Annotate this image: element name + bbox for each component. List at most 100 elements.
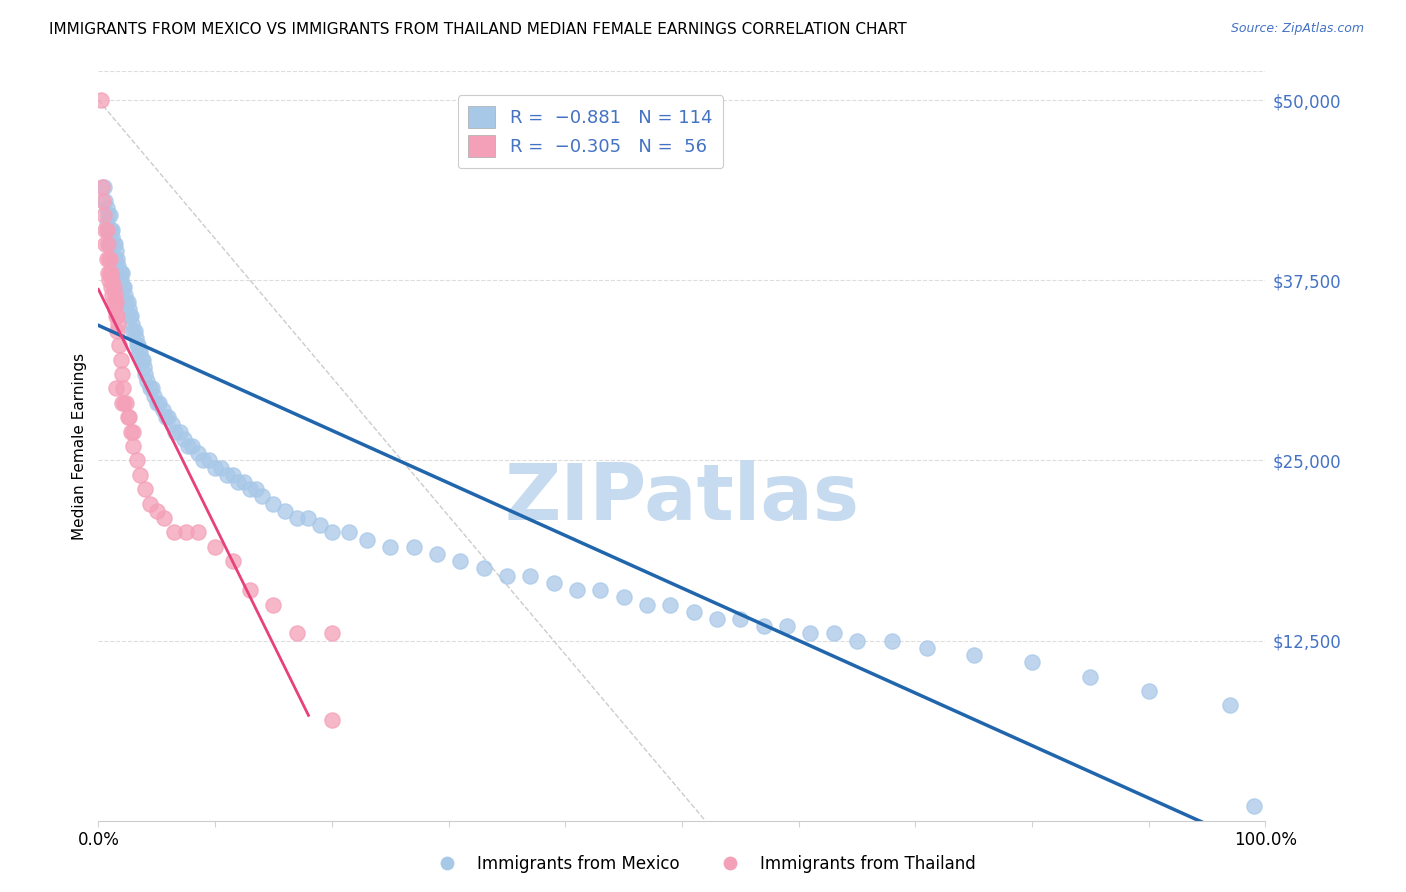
Point: [636, 598, 658, 612]
Point: [682, 605, 704, 619]
Point: [111, 280, 134, 294]
Point: [146, 396, 169, 410]
Point: [96, 201, 118, 215]
Point: [118, 410, 141, 425]
Point: [97, 252, 120, 266]
Point: [141, 381, 163, 395]
Point: [97, 237, 120, 252]
Y-axis label: Median Female Earnings: Median Female Earnings: [72, 352, 87, 540]
Point: [131, 352, 153, 367]
Point: [105, 310, 128, 324]
Point: [321, 525, 343, 540]
Point: [152, 403, 174, 417]
Point: [98, 237, 121, 252]
Point: [103, 294, 125, 309]
Point: [120, 310, 142, 324]
Point: [105, 252, 128, 266]
Point: [496, 568, 519, 582]
Point: [104, 302, 127, 317]
Point: [98, 209, 121, 223]
Point: [96, 223, 118, 237]
Point: [846, 633, 869, 648]
Point: [565, 583, 588, 598]
Point: [97, 209, 120, 223]
Point: [98, 266, 121, 280]
Point: [146, 504, 169, 518]
Point: [285, 626, 308, 640]
Point: [107, 317, 129, 331]
Point: [139, 497, 162, 511]
Point: [100, 266, 122, 280]
Point: [108, 273, 131, 287]
Point: [752, 619, 775, 633]
Point: [107, 259, 129, 273]
Point: [128, 345, 150, 359]
Point: [125, 453, 148, 467]
Point: [160, 417, 183, 432]
Point: [104, 287, 127, 301]
Point: [114, 287, 136, 301]
Legend: Immigrants from Mexico, Immigrants from Thailand: Immigrants from Mexico, Immigrants from …: [423, 848, 983, 880]
Point: [120, 425, 142, 439]
Point: [111, 381, 134, 395]
Point: [97, 273, 120, 287]
Point: [122, 425, 145, 439]
Point: [132, 359, 155, 374]
Point: [659, 598, 682, 612]
Point: [209, 460, 232, 475]
Point: [110, 266, 132, 280]
Point: [122, 324, 145, 338]
Point: [100, 223, 122, 237]
Point: [94, 194, 117, 208]
Point: [122, 439, 145, 453]
Point: [97, 237, 120, 252]
Point: [115, 396, 138, 410]
Point: [198, 453, 221, 467]
Point: [180, 439, 202, 453]
Point: [613, 591, 636, 605]
Point: [380, 540, 402, 554]
Point: [97, 223, 120, 237]
Point: [90, 179, 112, 194]
Point: [1080, 669, 1102, 683]
Point: [239, 583, 262, 598]
Point: [93, 179, 115, 194]
Point: [105, 266, 128, 280]
Point: [104, 252, 127, 266]
Point: [426, 547, 449, 561]
Point: [139, 381, 162, 395]
Point: [148, 396, 170, 410]
Point: [589, 583, 612, 598]
Point: [105, 324, 128, 338]
Point: [152, 511, 174, 525]
Point: [134, 482, 156, 496]
Point: [101, 223, 124, 237]
Point: [129, 467, 152, 482]
Point: [165, 425, 187, 439]
Point: [187, 525, 209, 540]
Point: [129, 345, 152, 359]
Point: [519, 568, 541, 582]
Point: [163, 525, 186, 540]
Point: [97, 223, 120, 237]
Point: [472, 561, 495, 575]
Point: [107, 266, 129, 280]
Point: [110, 352, 132, 367]
Point: [115, 294, 138, 309]
Point: [155, 410, 177, 425]
Point: [132, 352, 155, 367]
Point: [118, 302, 141, 317]
Point: [274, 504, 297, 518]
Point: [309, 518, 332, 533]
Point: [103, 280, 125, 294]
Point: [215, 467, 238, 482]
Point: [250, 490, 273, 504]
Point: [187, 446, 209, 460]
Point: [356, 533, 378, 547]
Point: [104, 381, 127, 395]
Point: [100, 237, 122, 252]
Point: [321, 713, 343, 727]
Point: [100, 280, 122, 294]
Point: [112, 280, 135, 294]
Point: [104, 237, 127, 252]
